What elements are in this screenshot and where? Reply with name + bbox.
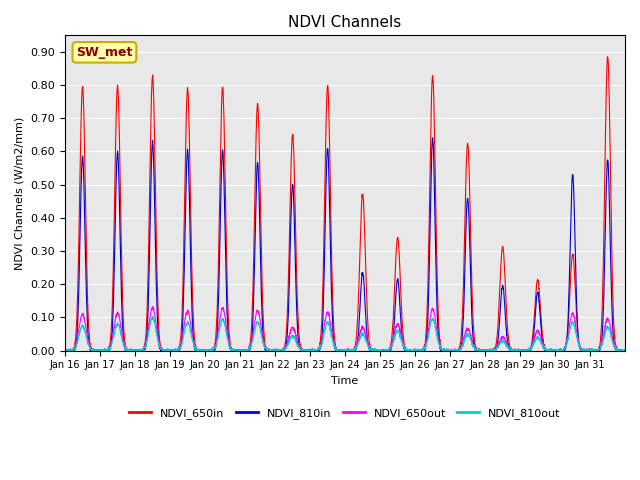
X-axis label: Time: Time xyxy=(332,376,358,386)
Legend: NDVI_650in, NDVI_810in, NDVI_650out, NDVI_810out: NDVI_650in, NDVI_810in, NDVI_650out, NDV… xyxy=(125,404,565,423)
Title: NDVI Channels: NDVI Channels xyxy=(289,15,402,30)
Text: SW_met: SW_met xyxy=(76,46,132,59)
Y-axis label: NDVI Channels (W/m2/mm): NDVI Channels (W/m2/mm) xyxy=(15,116,25,270)
